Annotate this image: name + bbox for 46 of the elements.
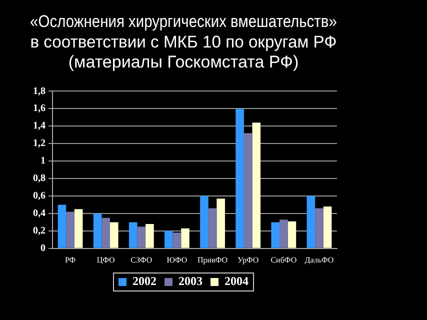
bar (323, 206, 332, 248)
y-tick-label: 0,2 (33, 226, 46, 237)
bar (93, 213, 102, 248)
bar (271, 222, 280, 248)
x-tick-label: СЗФО (130, 255, 152, 264)
bar (315, 208, 324, 248)
y-tick-label: 1,6 (33, 103, 46, 114)
y-tick-label: 0 (40, 242, 46, 254)
bar (288, 221, 296, 248)
x-tick-label: РФ (64, 255, 76, 264)
bar (306, 196, 316, 248)
bar (216, 198, 225, 248)
bar (137, 226, 146, 248)
bar (102, 218, 110, 248)
legend-label: 2003 (178, 274, 202, 288)
y-tick-label: 1 (40, 156, 46, 167)
y-tick-label: 0,8 (33, 173, 46, 184)
legend-label: 2002 (132, 274, 156, 288)
bar (164, 230, 173, 248)
chart-title: «Осложнения хирургических вмешательств» в соответствии с МКБ 10 по округам РФ (материалы Госкомстата РФ) (30, 13, 338, 72)
x-tick-label: ЮФО (166, 255, 188, 264)
bar (236, 108, 244, 248)
x-tick-label: ЦФО (96, 255, 116, 264)
x-tick-label: УрФО (238, 255, 259, 264)
legend-label: 2004 (224, 274, 248, 288)
bar (172, 232, 182, 248)
bar (252, 122, 261, 248)
x-tick-label: ПривФО (198, 255, 228, 264)
bar (181, 228, 190, 248)
bar (66, 212, 74, 248)
y-tick-label: 0,4 (33, 208, 46, 220)
bar (74, 209, 83, 248)
y-tick-label: 1,2 (33, 138, 46, 150)
bar (110, 222, 118, 248)
x-tick-label: СибФО (270, 255, 297, 264)
y-tick-label: 1,4 (33, 120, 46, 132)
bar (200, 196, 208, 248)
bar (280, 220, 288, 248)
bar (58, 204, 66, 248)
bar (128, 222, 138, 248)
y-tick-label: 1,8 (33, 86, 46, 97)
bar (208, 208, 217, 248)
y-tick-label: 0,6 (33, 190, 46, 202)
x-tick-label: ДальФО (304, 255, 334, 264)
bar (146, 224, 154, 248)
bar (244, 133, 252, 248)
